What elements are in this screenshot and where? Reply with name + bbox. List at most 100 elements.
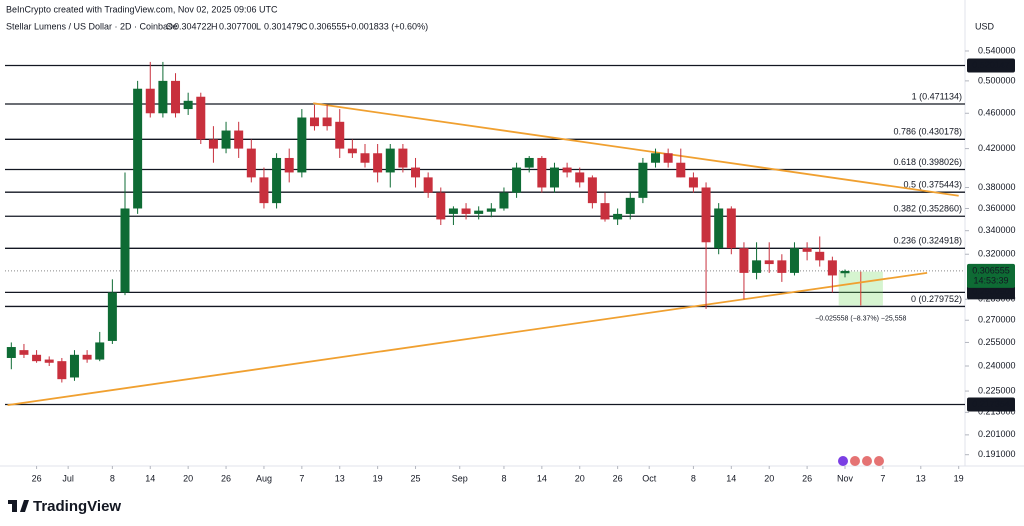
price-change: +0.001833 (+0.60%) bbox=[346, 21, 428, 31]
ohlc-key: L bbox=[256, 21, 261, 31]
candle-body bbox=[512, 167, 522, 193]
candle-body bbox=[625, 197, 635, 214]
x-tick-label: 20 bbox=[183, 473, 193, 483]
candle-body bbox=[726, 208, 736, 249]
price-badge bbox=[967, 285, 1015, 300]
candle-body bbox=[549, 167, 559, 188]
candle-body bbox=[524, 157, 534, 168]
candle-body bbox=[802, 248, 812, 252]
current-price-label: 0.306555 bbox=[972, 265, 1010, 275]
candle-body bbox=[562, 167, 572, 173]
candle-body bbox=[739, 248, 749, 273]
candle-body bbox=[145, 88, 155, 114]
y-tick-label: 0.540000 bbox=[978, 45, 1016, 55]
candle-body bbox=[461, 208, 471, 214]
candle-body bbox=[221, 130, 231, 149]
candle-body bbox=[272, 157, 282, 204]
candle-body bbox=[297, 117, 307, 173]
fib-label: 0.382 (0.352860) bbox=[893, 204, 962, 214]
fib-label: 0 (0.279752) bbox=[911, 294, 962, 304]
x-tick-label: Oct bbox=[642, 473, 657, 483]
candle-body bbox=[6, 347, 16, 358]
x-tick-label: 13 bbox=[335, 473, 345, 483]
candle-body bbox=[284, 157, 294, 173]
x-tick-label: 20 bbox=[575, 473, 585, 483]
y-tick-label: 0.360000 bbox=[978, 203, 1016, 213]
x-tick-label: 26 bbox=[221, 473, 231, 483]
candle-body bbox=[183, 100, 193, 110]
candle-body bbox=[499, 192, 509, 209]
countdown: 14:53:39 bbox=[973, 275, 1008, 285]
price-badge bbox=[967, 58, 1015, 73]
ohlc-value: 0.304722 bbox=[174, 21, 212, 31]
x-tick-label: 14 bbox=[145, 473, 155, 483]
y-tick-label: 0.320000 bbox=[978, 249, 1016, 259]
candle-body bbox=[171, 80, 181, 114]
candle-body bbox=[436, 192, 446, 220]
y-tick-label: 0.500000 bbox=[978, 75, 1016, 85]
candle-body bbox=[120, 208, 130, 293]
candle-body bbox=[246, 148, 256, 178]
candle-body bbox=[600, 203, 610, 220]
y-tick-label: 0.270000 bbox=[978, 315, 1016, 325]
symbol-title: Stellar Lumens / US Dollar · 2D · Coinba… bbox=[6, 21, 178, 31]
credit: BeInCrypto created with TradingView.com,… bbox=[6, 4, 278, 14]
price-badge-label: 0.520147 bbox=[972, 60, 1010, 70]
candle-body bbox=[398, 148, 408, 168]
candle-body bbox=[474, 210, 484, 214]
fib-label: 0.786 (0.430178) bbox=[893, 127, 962, 137]
candle-body bbox=[486, 208, 496, 212]
fib-label: 0.5 (0.375443) bbox=[903, 180, 962, 190]
candle-body bbox=[613, 213, 623, 220]
currency: USD bbox=[975, 21, 995, 31]
fib-label: 1 (0.471134) bbox=[912, 91, 962, 101]
x-tick-label: 25 bbox=[411, 473, 421, 483]
candle-body bbox=[44, 359, 54, 363]
y-tick-label: 0.420000 bbox=[978, 143, 1016, 153]
x-tick-label: 26 bbox=[802, 473, 812, 483]
candle-body bbox=[234, 130, 244, 149]
candle-body bbox=[309, 117, 319, 127]
y-tick-label: 0.460000 bbox=[978, 108, 1016, 118]
candle-body bbox=[764, 260, 774, 265]
x-tick-label: 20 bbox=[764, 473, 774, 483]
candle-body bbox=[411, 167, 421, 178]
x-tick-label: 13 bbox=[916, 473, 926, 483]
candle-body bbox=[840, 270, 850, 274]
x-tick-label: Sep bbox=[452, 473, 468, 483]
ohlc-key: O bbox=[166, 21, 173, 31]
candle-body bbox=[335, 121, 345, 149]
ohlc-key: H bbox=[211, 21, 218, 31]
candle-body bbox=[360, 153, 370, 163]
x-tick-label: 8 bbox=[501, 473, 506, 483]
x-tick-label: 19 bbox=[954, 473, 964, 483]
x-tick-label: 14 bbox=[537, 473, 547, 483]
candle-body bbox=[196, 96, 206, 140]
y-tick-label: 0.255000 bbox=[978, 337, 1016, 347]
candle-body bbox=[827, 260, 837, 276]
price-badge bbox=[967, 397, 1015, 412]
candle-body bbox=[259, 177, 269, 204]
y-tick-label: 0.213000 bbox=[978, 407, 1016, 417]
x-tick-label: 19 bbox=[373, 473, 383, 483]
y-tick-label: 0.240000 bbox=[978, 360, 1016, 370]
y-tick-label: 0.191000 bbox=[978, 449, 1016, 459]
x-tick-label: Jul bbox=[62, 473, 74, 483]
candle-body bbox=[208, 139, 218, 149]
x-tick-label: 26 bbox=[613, 473, 623, 483]
candle-body bbox=[347, 148, 357, 154]
candle-body bbox=[133, 88, 143, 209]
current-price-badge bbox=[967, 263, 1015, 288]
logo bbox=[8, 500, 29, 512]
candle-body bbox=[663, 153, 673, 163]
candle-body bbox=[777, 260, 787, 273]
trendline bbox=[313, 102, 959, 197]
ohlc-value: 0.307700 bbox=[219, 21, 257, 31]
candle-body bbox=[815, 251, 825, 261]
candle-body bbox=[19, 350, 29, 355]
measure-label: −0.025558 (−8.37%) −25,558 bbox=[815, 315, 906, 322]
x-tick-label: 7 bbox=[880, 473, 885, 483]
y-tick-label: 0.201000 bbox=[978, 429, 1016, 439]
candle-body bbox=[32, 354, 42, 362]
